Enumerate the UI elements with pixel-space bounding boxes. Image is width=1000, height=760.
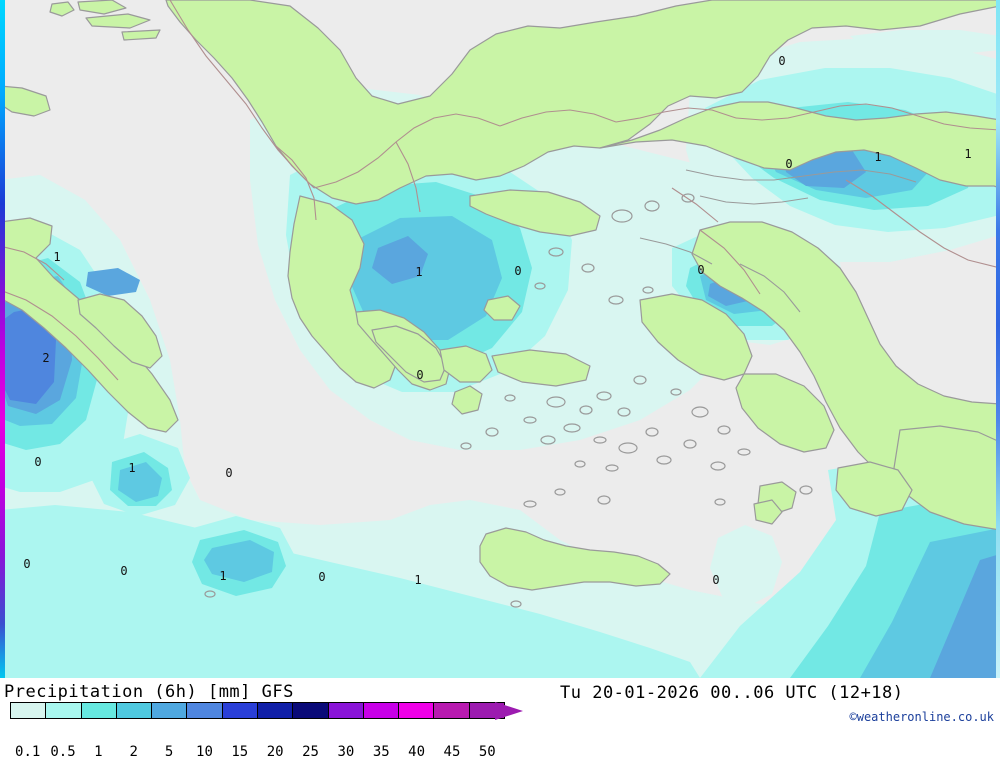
contour-label-4: 0 [225,466,233,480]
legend-tick-10: 10 [196,744,213,760]
legend-tick-5: 5 [164,744,174,760]
land-turkey-southwest [835,461,913,517]
legend-swatch-1 [81,703,117,718]
contour-label-8: 0 [318,570,326,584]
left-edge-colorbar [0,0,5,678]
land-central-greece [491,349,591,387]
legend-swatch-15 [222,703,258,718]
contour-label-11: 1 [415,265,423,279]
land-italy-heel [0,217,179,433]
contour-label-18: 0 [697,263,705,277]
contour-label-10: 0 [712,573,720,587]
precip-2-wcell [118,462,162,502]
legend-tick-20: 20 [266,744,284,760]
legend-tick-35: 35 [372,744,390,760]
island-crete [479,527,671,591]
land-greece-west [287,195,397,389]
legend-swatch-10 [187,703,223,718]
contour-label-3: 1 [128,461,136,475]
contour-label-14: 0 [778,54,786,68]
contour-label-12: 0 [514,264,522,278]
landmass-layer [0,0,1000,591]
contour-label-0: 1 [53,250,61,264]
precip-01-south-patch [710,525,782,608]
legend-tick-1: 1 [94,744,103,760]
legend-swatch-0.5 [46,703,82,718]
legend-tick-0.1: 0.1 [15,744,41,760]
coastline-detail [639,169,917,313]
contour-label-9: 1 [414,573,422,587]
legend-overflow-arrow [495,702,523,720]
land-italy-salento [77,293,163,369]
land-turkey-south [735,373,835,453]
legend-swatch-35 [363,703,400,718]
island-dodecanese [753,499,783,525]
island-dalmatia-4 [121,29,161,41]
contour-label-5: 0 [23,557,31,571]
political-borders [0,0,1000,381]
contour-label-13: 0 [416,368,424,382]
land-attica [439,345,493,383]
land-thrace [599,101,1000,189]
weather-map[interactable]: 1 2 0 1 0 0 0 1 0 1 0 1 0 0 0 0 1 1 0 [0,0,1000,678]
precip-2-scell [204,540,274,582]
precip-5-southeast-core [930,554,1000,678]
legend-swatch-45 [434,703,470,718]
legend-swatch-20 [257,703,294,718]
legend-tick-25: 25 [302,744,319,760]
legend-tick-0.5: 0.5 [50,744,76,760]
legend-tick-15: 15 [231,744,249,760]
island-dalmatia-2 [77,0,127,15]
legend-swatch-30 [328,703,364,718]
legend-tick-50: 50 [478,744,496,760]
legend-swatch-2 [116,703,153,718]
land-peloponnese-south [371,325,447,383]
legend-swatch-25 [293,703,329,718]
precip-05-south [0,505,700,678]
copyright-notice: ©weatheronline.co.uk [849,710,995,724]
island-euboea [483,295,521,321]
legend-tick-2: 2 [129,744,138,760]
map-canvas [0,0,1000,678]
land-peloponnese-cape [451,385,483,415]
land-macedonia-coast [469,189,601,237]
land-balkans [165,0,1000,205]
contour-label-6: 0 [120,564,128,578]
legend-title: Precipitation (6h) [mm] GFS [4,682,294,702]
legend-scale: 0.1 0.5 1 2 5 10 15 20 25 30 35 40 45 50 [10,702,505,760]
right-edge-colorbar [996,0,1000,678]
contour-label-1: 2 [42,351,50,365]
legend-swatch-0.1 [11,703,47,718]
precip-01-ne-corner [850,30,1000,60]
precip-5-streak [86,268,140,296]
contour-label-16: 1 [874,150,882,164]
island-dalmatia-1 [49,1,75,17]
legend-footer: Precipitation (6h) [mm] GFS Tu 20-01-202… [0,678,1000,760]
contour-label-7: 1 [219,569,227,583]
island-dalmatia-3 [85,13,151,29]
legend-swatch-5 [152,703,188,718]
forecast-timestamp: Tu 20-01-2026 00..06 UTC (12+18) [560,683,904,703]
legend-tick-labels: 0.1 0.5 1 2 5 10 15 20 25 30 35 40 45 50 [10,744,530,760]
legend-swatch-40 [399,703,435,718]
aegean-islands [204,193,813,608]
contour-label-2: 0 [34,455,42,469]
precip-5-aegean-core [372,236,428,284]
contour-label-17: 1 [964,147,972,161]
legend-tick-30: 30 [337,744,355,760]
legend-tick-45: 45 [443,744,461,760]
legend-color-bar [10,702,505,719]
precip-10-west-core [0,306,56,404]
contour-label-15: 0 [785,157,793,171]
legend-tick-40: 40 [408,744,426,760]
